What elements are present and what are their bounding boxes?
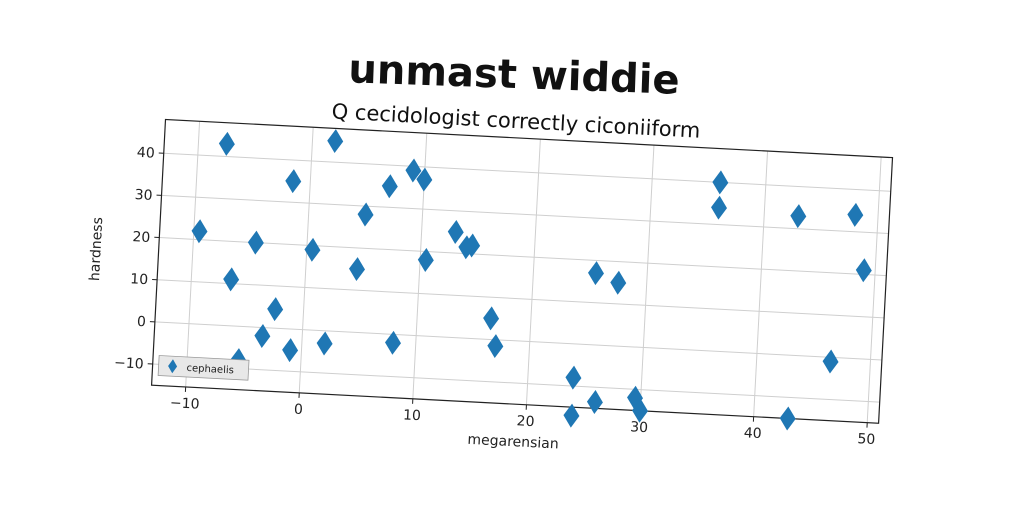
data-point [588, 261, 604, 286]
data-point [285, 169, 302, 194]
data-point [779, 406, 796, 431]
data-point [381, 174, 398, 199]
data-point [487, 334, 504, 359]
data-point [316, 331, 333, 356]
x-tick-label: 30 [630, 419, 649, 436]
data-point [254, 323, 271, 348]
x-axis-label: megarensian [467, 432, 559, 453]
x-tick-label: −10 [170, 395, 200, 413]
data-point [565, 365, 582, 390]
y-tick-label: 20 [132, 229, 151, 246]
x-tick-label: 10 [403, 407, 422, 424]
y-tick-label: 0 [137, 314, 147, 330]
x-gridline [185, 121, 201, 387]
x-gridline [866, 156, 882, 423]
x-gridline [639, 145, 655, 411]
plot-area: −10 0 10 20 30 40 50 −10 0 10 20 30 40 megarensian h… [87, 118, 894, 453]
data-point [610, 270, 627, 295]
chart-suptitle: unmast widdie [348, 46, 681, 104]
data-point [563, 403, 580, 428]
x-gridline [753, 151, 769, 417]
grid [152, 121, 891, 423]
y-gridline [163, 152, 891, 192]
legend-label: cephaelis [186, 363, 234, 376]
data-point [847, 202, 864, 227]
y-gridline [154, 321, 882, 361]
data-point [855, 258, 872, 283]
data-point [223, 267, 240, 292]
data-point [267, 297, 284, 322]
data-point [385, 330, 401, 355]
data-point [191, 219, 208, 244]
x-tick-label: 50 [857, 431, 876, 448]
y-tick-label: 10 [130, 271, 149, 288]
x-gridline [298, 127, 314, 393]
data-point [627, 385, 644, 410]
legend-marker [168, 359, 178, 374]
x-tick-label: 40 [743, 425, 762, 442]
data-point [304, 237, 321, 262]
data-point [712, 170, 729, 195]
data-point [632, 398, 649, 423]
x-tick-label: 20 [516, 413, 535, 430]
legend-box [157, 355, 250, 381]
data-point [357, 202, 374, 227]
data-point [822, 349, 839, 374]
data-point [483, 306, 500, 331]
data-points [191, 129, 872, 431]
y-gridline [159, 237, 887, 277]
data-point [447, 219, 464, 244]
data-point [464, 233, 481, 258]
data-point [327, 129, 344, 154]
y-tick-label: 30 [134, 187, 153, 204]
axis-ticks: −10 0 10 20 30 40 50 −10 0 10 20 30 40 [114, 145, 876, 448]
data-point [349, 257, 365, 282]
y-gridline [161, 194, 889, 234]
data-point [218, 131, 235, 156]
data-point [711, 195, 728, 220]
y-gridline [152, 363, 880, 403]
y-gridline [157, 279, 885, 319]
y-tick-label: −10 [114, 355, 144, 373]
data-point [282, 338, 299, 363]
data-point [416, 167, 433, 192]
data-point [586, 390, 603, 415]
data-point [405, 158, 422, 183]
legend: cephaelis [157, 355, 250, 381]
chart-title: Q cecidologist correctly ciconiiform [331, 99, 701, 142]
data-point [790, 204, 807, 229]
data-point [247, 230, 264, 255]
x-gridline [525, 139, 541, 405]
x-tick-label: 0 [293, 402, 303, 418]
y-tick-label: 40 [136, 145, 155, 162]
axes-frame [150, 118, 894, 424]
y-axis-label: hardness [87, 217, 106, 282]
data-point [417, 247, 434, 272]
